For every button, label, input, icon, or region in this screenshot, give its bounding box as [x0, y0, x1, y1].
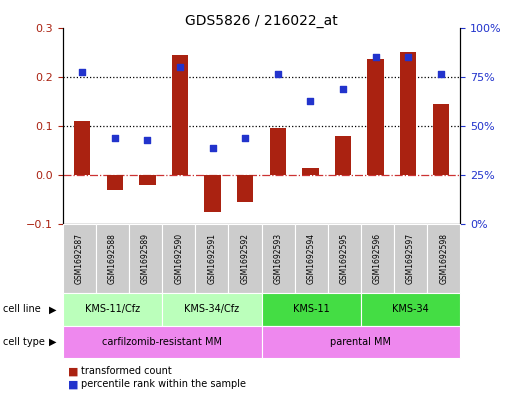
Text: GSM1692595: GSM1692595: [340, 233, 349, 284]
Text: ▶: ▶: [49, 305, 56, 314]
Text: ▶: ▶: [49, 337, 56, 347]
Text: GSM1692590: GSM1692590: [174, 233, 183, 284]
Bar: [400, 52, 416, 175]
Text: GSM1692597: GSM1692597: [406, 233, 415, 284]
Point: [339, 86, 347, 92]
Text: GSM1692596: GSM1692596: [373, 233, 382, 284]
Text: GSM1692594: GSM1692594: [306, 233, 316, 284]
Point: [176, 64, 184, 70]
Text: GSM1692593: GSM1692593: [274, 233, 282, 284]
Text: KMS-11/Cfz: KMS-11/Cfz: [85, 305, 140, 314]
Bar: [172, 55, 188, 175]
Bar: [74, 121, 90, 175]
Bar: [335, 136, 351, 175]
Bar: [433, 104, 449, 175]
Text: ■: ■: [68, 366, 78, 376]
Point: [404, 54, 412, 60]
Text: ■: ■: [68, 379, 78, 389]
Bar: [139, 175, 156, 185]
Text: KMS-34/Cfz: KMS-34/Cfz: [184, 305, 240, 314]
Text: parental MM: parental MM: [331, 337, 391, 347]
Bar: [270, 128, 286, 175]
Bar: [107, 175, 123, 189]
Text: GSM1692591: GSM1692591: [207, 233, 217, 284]
Text: GSM1692589: GSM1692589: [141, 233, 150, 284]
Text: GSM1692588: GSM1692588: [108, 233, 117, 284]
Point: [371, 54, 380, 60]
Point: [241, 135, 249, 141]
Text: GDS5826 / 216022_at: GDS5826 / 216022_at: [185, 14, 338, 28]
Point: [111, 135, 119, 141]
Text: KMS-11: KMS-11: [293, 305, 329, 314]
Text: transformed count: transformed count: [81, 366, 172, 376]
Bar: [204, 175, 221, 212]
Text: cell line: cell line: [3, 305, 40, 314]
Text: percentile rank within the sample: percentile rank within the sample: [81, 379, 246, 389]
Text: KMS-34: KMS-34: [392, 305, 429, 314]
Text: GSM1692587: GSM1692587: [75, 233, 84, 284]
Point: [437, 71, 445, 77]
Point: [78, 69, 86, 75]
Text: GSM1692598: GSM1692598: [439, 233, 448, 284]
Point: [274, 71, 282, 77]
Point: [143, 137, 152, 143]
Bar: [302, 167, 319, 175]
Text: carfilzomib-resistant MM: carfilzomib-resistant MM: [102, 337, 222, 347]
Point: [306, 98, 314, 105]
Bar: [367, 59, 384, 175]
Text: GSM1692592: GSM1692592: [241, 233, 249, 284]
Point: [209, 145, 217, 151]
Text: cell type: cell type: [3, 337, 44, 347]
Bar: [237, 175, 253, 202]
